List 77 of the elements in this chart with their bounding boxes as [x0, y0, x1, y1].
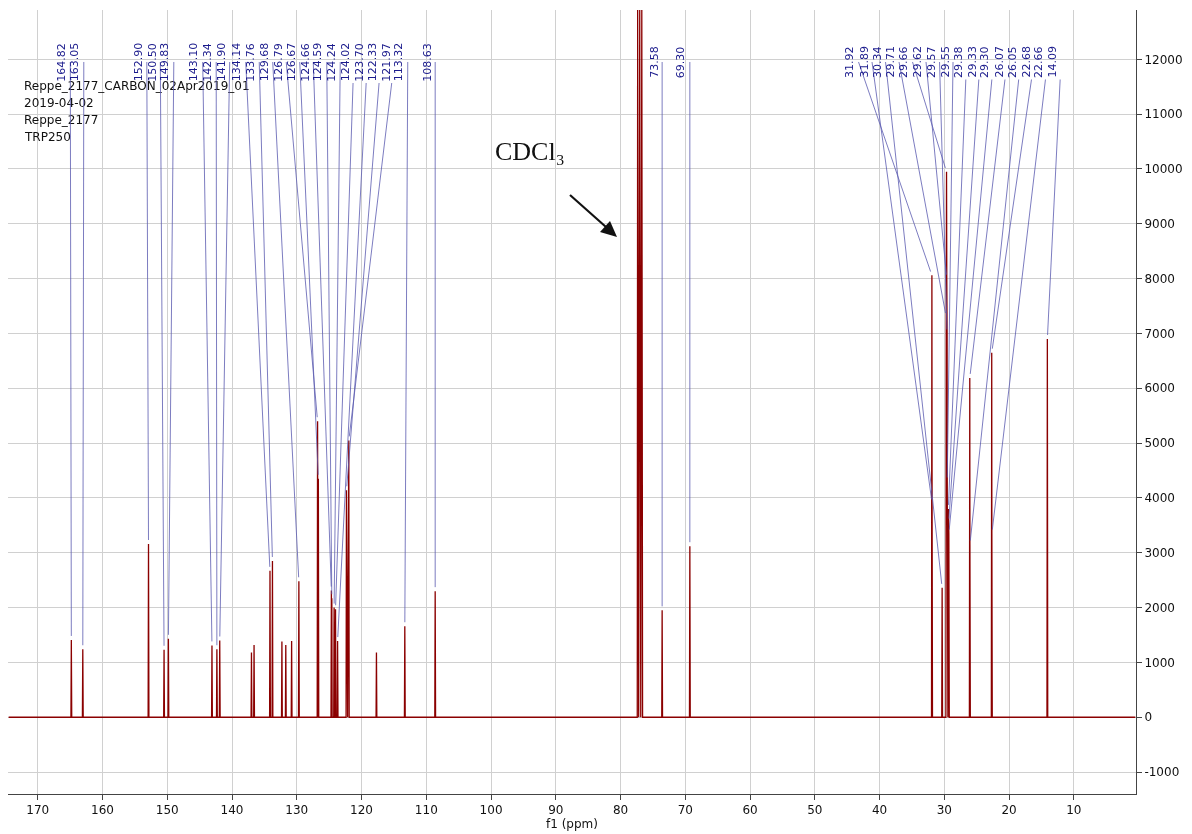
annotation: 134.14	[230, 42, 244, 82]
y-tick-label: 7000	[1144, 326, 1175, 341]
x-tick-label: 110	[414, 803, 438, 818]
annotation: 31.92	[843, 46, 857, 79]
x-tick-label: 30	[936, 803, 952, 818]
annotation: 29.57	[925, 46, 939, 79]
x-tick-label: 130	[285, 803, 309, 818]
x-tick-label: 40	[871, 803, 888, 818]
y-tick-label: -1000	[1144, 765, 1180, 780]
y-tick-label: 6000	[1144, 381, 1175, 396]
annotation: 26.05	[1006, 46, 1020, 79]
annotation: 163.05	[68, 42, 82, 82]
x-tick-label: 80	[612, 803, 629, 818]
annotation: 124.02	[339, 42, 353, 82]
annotation: 129.68	[258, 42, 272, 82]
x-axis-title: f1 (ppm)	[546, 817, 598, 832]
annotation: 29.33	[965, 46, 979, 78]
x-tick-label: 140	[220, 803, 244, 818]
annotation: 29.38	[952, 46, 966, 79]
annotation: 150.50	[145, 43, 159, 82]
annotation: 141.90	[215, 42, 229, 82]
annotation: 126.67	[285, 42, 299, 82]
annotation: 126.79	[271, 43, 285, 82]
annotation: 122.33	[366, 42, 380, 82]
annotation: 2019-04-02	[24, 96, 94, 110]
y-tick-label: 5000	[1144, 436, 1175, 451]
annotation: 124.59	[311, 42, 325, 82]
annotation: 164.82	[54, 43, 68, 82]
annotation: Reppe_2177	[24, 113, 99, 127]
annotation: CDCl₃	[495, 137, 565, 166]
annotation: 133.76	[243, 43, 257, 82]
annotation: 29.30	[978, 46, 992, 79]
annotation: 22.68	[1019, 46, 1033, 78]
annotation: 142.34	[200, 43, 214, 82]
annotation: 29.55	[938, 46, 952, 78]
x-tick-label: 150	[155, 803, 179, 818]
annotation: 124.24	[324, 43, 338, 82]
annotation: 73.58	[647, 46, 661, 78]
annotation: 108.63	[420, 43, 434, 82]
x-tick-label: 70	[677, 803, 693, 818]
annotation: 29.62	[910, 46, 924, 78]
annotation: 149.83	[158, 42, 172, 82]
y-tick-label: 2000	[1144, 600, 1175, 615]
annotation: 69.30	[674, 46, 688, 79]
x-tick-label: 90	[548, 803, 564, 818]
y-tick-label: 11000	[1144, 107, 1183, 122]
annotation: 124.66	[298, 43, 312, 82]
annotation: 143.10	[187, 42, 201, 82]
annotation: 121.97	[379, 43, 393, 82]
x-tick-label: 160	[91, 803, 114, 818]
annotation: 22.66	[1032, 46, 1046, 79]
x-tick-label: 20	[1001, 803, 1017, 818]
y-tick-label: 4000	[1144, 491, 1175, 506]
y-tick-label: 12000	[1144, 52, 1183, 67]
y-tick-label: 0	[1144, 710, 1153, 725]
annotation: 30.34	[871, 46, 885, 79]
line-series	[8, 10, 1136, 718]
annotation: 31.89	[857, 46, 871, 78]
y-tick-label: 10000	[1144, 162, 1183, 177]
annotation: 113.32	[392, 42, 406, 82]
annotation: 26.07	[992, 46, 1006, 78]
y-tick-label: 9000	[1144, 217, 1175, 232]
annotation: TRP250	[24, 130, 71, 144]
x-tick-label: 60	[742, 803, 758, 818]
x-tick-label: 170	[26, 803, 50, 818]
annotation: 29.66	[897, 46, 911, 79]
y-tick-label: 1000	[1144, 655, 1175, 670]
x-tick-label: 10	[1066, 803, 1082, 818]
annotation: 123.70	[352, 43, 366, 82]
x-tick-label: 50	[807, 803, 823, 818]
y-tick-label: 8000	[1144, 271, 1175, 286]
annotation: 152.90	[132, 42, 146, 82]
x-tick-label: 100	[479, 803, 503, 818]
y-tick-label: 3000	[1144, 545, 1175, 560]
x-tick-label: 120	[350, 803, 373, 818]
annotation: 14.09	[1045, 46, 1059, 78]
annotation: 29.71	[883, 46, 897, 78]
